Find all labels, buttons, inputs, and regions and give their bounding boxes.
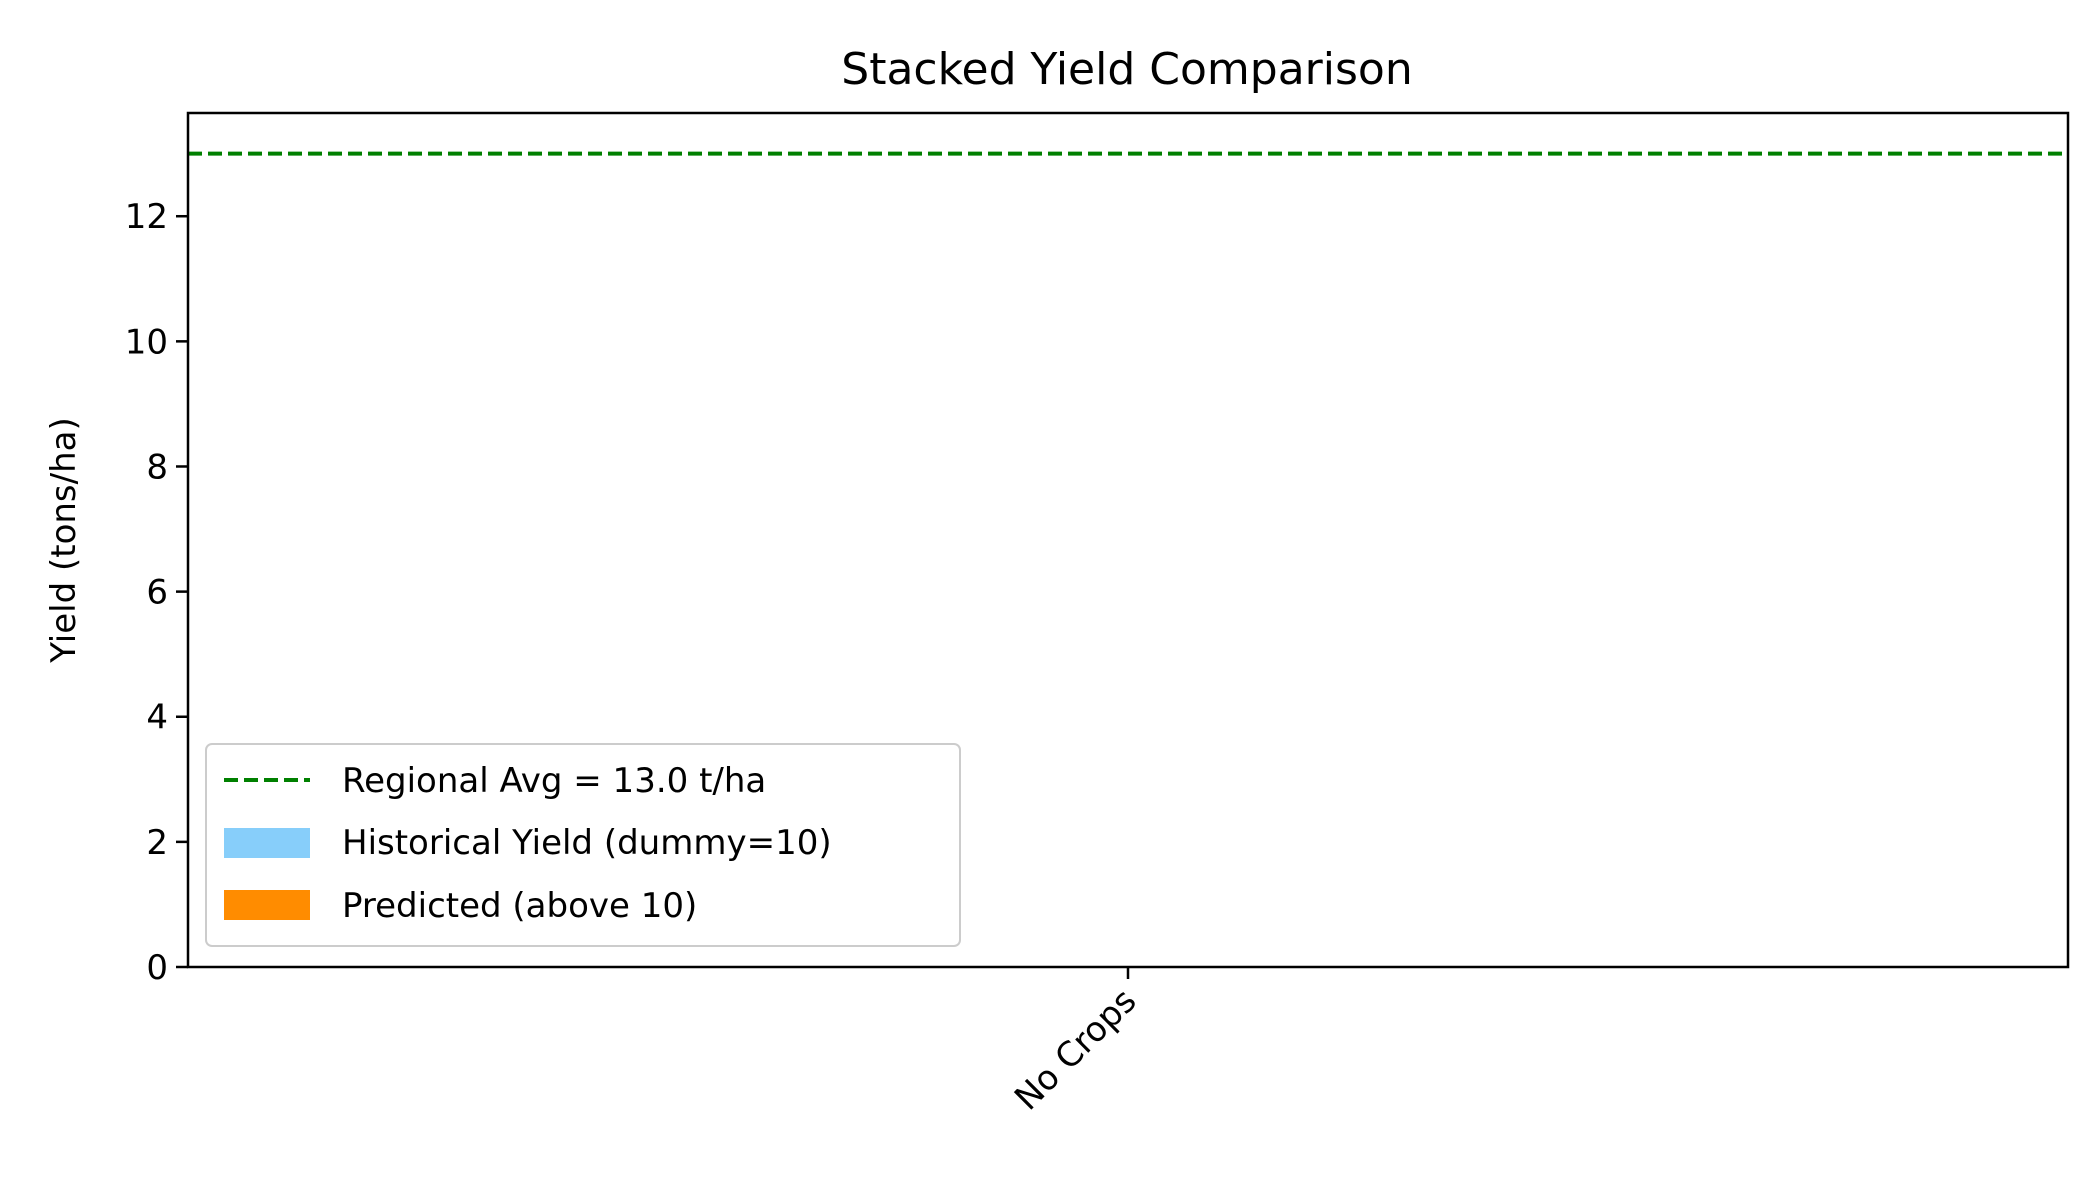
y-axis: 0 2 4 6 8 10 12 xyxy=(125,197,188,988)
y-tick-label: 10 xyxy=(125,322,168,362)
chart-title: Stacked Yield Comparison xyxy=(841,44,1412,95)
legend-label-predicted: Predicted (above 10) xyxy=(342,886,697,926)
y-tick-label: 2 xyxy=(146,823,168,863)
y-tick-label: 4 xyxy=(146,698,168,738)
y-tick-label: 0 xyxy=(146,948,168,988)
legend-swatch-predicted xyxy=(224,890,310,920)
legend-label-regional-avg: Regional Avg = 13.0 t/ha xyxy=(342,761,766,801)
legend-swatch-historical xyxy=(224,828,310,858)
y-tick-label: 6 xyxy=(146,573,168,613)
legend-label-historical: Historical Yield (dummy=10) xyxy=(342,823,832,863)
y-axis-label: Yield (tons/ha) xyxy=(44,417,84,664)
legend: Regional Avg = 13.0 t/ha Historical Yiel… xyxy=(205,743,961,947)
y-tick-label: 8 xyxy=(146,447,168,487)
y-tick-label: 12 xyxy=(125,197,168,237)
legend-frame xyxy=(205,743,961,947)
